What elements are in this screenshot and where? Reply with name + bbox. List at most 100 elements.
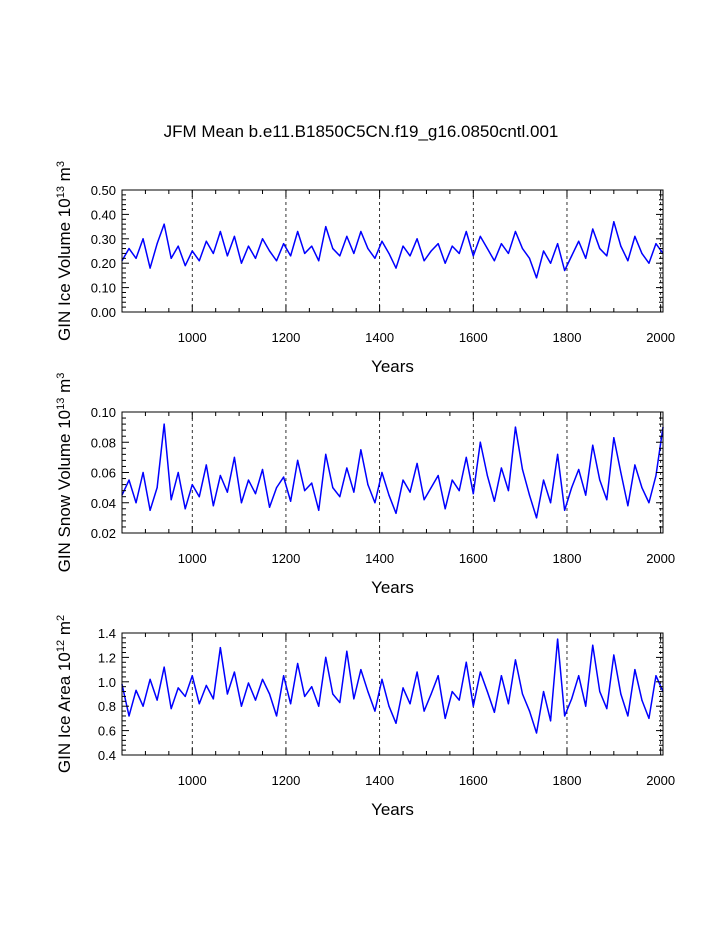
data-point xyxy=(613,437,615,439)
data-point xyxy=(247,682,250,684)
data-point xyxy=(226,255,228,257)
data-point xyxy=(304,490,306,492)
chart-panel-3: 0.4 0.6 0.8 1.0 1.2 1.4 1000 1200 1400 1600 1800 20… xyxy=(55,615,675,819)
data-point xyxy=(528,494,531,496)
data-point xyxy=(156,487,158,489)
data-point xyxy=(578,240,580,242)
data-point xyxy=(149,509,151,511)
data-point xyxy=(311,686,313,688)
data-point xyxy=(571,487,573,489)
data-point xyxy=(318,705,320,707)
data-point xyxy=(430,250,432,252)
y-tick-label: 1.4 xyxy=(98,626,116,641)
data-point xyxy=(374,710,376,712)
data-point xyxy=(507,252,510,255)
data-point xyxy=(542,250,545,252)
data-point xyxy=(437,474,439,477)
data-point xyxy=(557,638,559,640)
data-point xyxy=(163,423,165,425)
data-point xyxy=(254,699,257,701)
data-point xyxy=(465,661,467,663)
data-point xyxy=(212,698,214,700)
data-point xyxy=(226,491,228,493)
data-point xyxy=(346,235,348,237)
data-point xyxy=(585,494,587,496)
data-point xyxy=(514,659,517,661)
data-point xyxy=(339,701,341,704)
x-tick-label: 1400 xyxy=(365,330,394,345)
data-point xyxy=(261,238,264,240)
data-point xyxy=(275,487,278,489)
data-point xyxy=(219,474,221,477)
x-tick-label: 1600 xyxy=(459,551,488,566)
x-tick-label: 1400 xyxy=(365,551,394,566)
data-point xyxy=(240,705,243,707)
data-point xyxy=(655,675,657,677)
x-tick-label: 1000 xyxy=(178,330,207,345)
data-point xyxy=(641,252,643,255)
data-point xyxy=(493,500,495,502)
data-point xyxy=(325,656,327,659)
data-point xyxy=(381,471,383,474)
data-point xyxy=(346,650,348,652)
data-point xyxy=(177,245,179,247)
data-point xyxy=(627,260,629,262)
data-point xyxy=(634,464,636,466)
data-point xyxy=(360,449,362,451)
data-point xyxy=(444,262,446,264)
data-point xyxy=(177,471,179,474)
data-point xyxy=(416,671,418,673)
data-point xyxy=(606,708,608,710)
data-point xyxy=(599,247,601,250)
y-axis-label-exp2: 2 xyxy=(55,615,67,621)
data-point xyxy=(205,464,207,466)
data-point xyxy=(599,690,601,693)
x-tick-label: 2000 xyxy=(646,330,675,345)
data-point xyxy=(240,262,243,264)
data-point xyxy=(458,252,460,255)
x-tick-label: 1600 xyxy=(459,330,488,345)
data-point xyxy=(451,479,453,481)
data-point xyxy=(268,506,271,508)
data-point xyxy=(451,690,453,693)
data-point xyxy=(318,260,320,262)
x-tick-label: 1800 xyxy=(553,773,582,788)
data-point xyxy=(163,223,165,225)
y-axis-label-unit: m xyxy=(55,621,74,640)
y-axis-label-exp1: 12 xyxy=(55,640,67,652)
data-point xyxy=(409,703,411,705)
data-point xyxy=(486,690,488,693)
data-point xyxy=(641,699,643,701)
data-point xyxy=(472,255,474,257)
data-point xyxy=(184,695,186,698)
data-point xyxy=(353,252,355,255)
data-point xyxy=(514,426,517,428)
data-point xyxy=(655,243,657,245)
series-line-1-1 xyxy=(121,220,664,279)
data-point xyxy=(451,245,453,247)
data-point xyxy=(493,260,495,262)
data-point xyxy=(549,502,552,504)
y-tick-label: 0.20 xyxy=(91,256,116,271)
data-point xyxy=(648,502,650,504)
data-point xyxy=(198,260,200,262)
data-point xyxy=(198,703,200,705)
data-point xyxy=(549,720,552,722)
data-point xyxy=(479,441,481,443)
data-point xyxy=(578,675,580,677)
x-tick-label: 1400 xyxy=(365,773,394,788)
data-point xyxy=(297,459,299,461)
data-point xyxy=(304,695,306,698)
series-line-3-1 xyxy=(121,638,664,734)
data-point xyxy=(423,260,425,262)
plot-frame-2 xyxy=(121,411,664,534)
data-point xyxy=(367,484,369,486)
data-point xyxy=(564,269,566,272)
data-point xyxy=(318,509,320,511)
data-point xyxy=(620,693,622,695)
data-point xyxy=(290,255,292,257)
data-point xyxy=(170,708,172,710)
data-point xyxy=(648,262,650,264)
data-point xyxy=(578,468,580,471)
data-point xyxy=(472,493,474,495)
